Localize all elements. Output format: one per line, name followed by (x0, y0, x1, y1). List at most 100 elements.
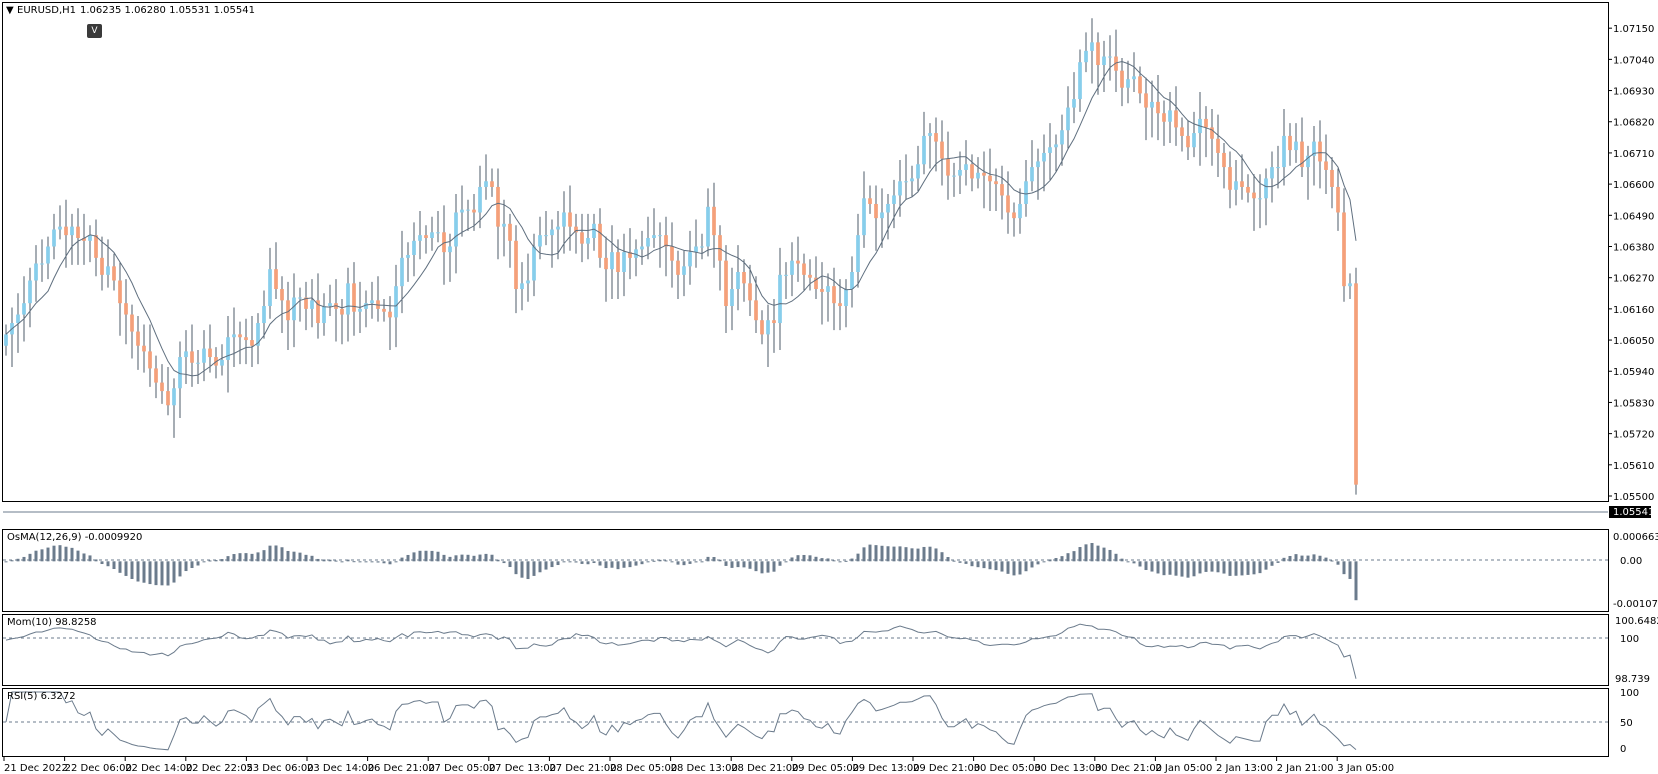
bull-candle (34, 263, 38, 281)
price-panel[interactable] (2, 2, 1609, 502)
osma-bar (1264, 561, 1268, 570)
time-axis-label: 27 Dec 21:00 (549, 763, 616, 774)
osma-bar (1282, 557, 1286, 562)
bull-candle (1264, 178, 1268, 199)
osma-bar (592, 561, 596, 564)
bear-candle (1222, 152, 1226, 168)
bull-candle (682, 266, 686, 275)
osma-bar (442, 554, 446, 562)
bear-candle (754, 300, 758, 321)
bull-candle (262, 306, 266, 324)
osma-bar (364, 561, 368, 563)
osma-bar (862, 547, 866, 562)
osma-bar (400, 557, 404, 562)
osma-bar (976, 561, 980, 568)
momentum-panel[interactable] (2, 614, 1609, 686)
bear-candle (490, 181, 494, 187)
bull-candle (1294, 141, 1298, 151)
osma-bar (682, 561, 686, 566)
osma-bar (280, 547, 284, 562)
osma-bar (10, 560, 14, 562)
bear-candle (1318, 141, 1322, 162)
osma-bar (1198, 561, 1202, 574)
osma-bar (646, 561, 650, 563)
osma-bar (808, 555, 812, 562)
bull-candle (790, 260, 794, 275)
osma-bar (994, 561, 998, 571)
osma-bar (178, 561, 182, 577)
osma-panel[interactable] (2, 529, 1609, 612)
bull-candle (976, 172, 980, 179)
osma-bar (190, 561, 194, 569)
bull-candle (610, 252, 614, 270)
osma-bar (22, 556, 26, 562)
osma-bar (1276, 561, 1280, 563)
osma-bar (94, 559, 98, 562)
bull-candle (346, 283, 350, 315)
bull-candle (622, 252, 626, 273)
bear-candle (1204, 118, 1208, 128)
collapse-arrow-icon[interactable]: ▼ (6, 5, 14, 16)
bear-candle (982, 172, 986, 176)
osma-bar (1036, 561, 1040, 565)
osma-bar (622, 561, 626, 568)
price-axis-label: 1.06270 (1613, 274, 1654, 285)
bear-candle (568, 212, 572, 227)
osma-bar (268, 545, 272, 562)
osma-axis-bottom: -0.001070 (1613, 599, 1658, 610)
time-axis-label: 2 Jan 21:00 (1277, 763, 1334, 774)
osma-bar (1120, 558, 1124, 562)
bear-candle (994, 181, 998, 185)
bear-candle (874, 203, 878, 219)
time-axis-label: 29 Dec 13:00 (852, 763, 919, 774)
osma-bar (1348, 561, 1352, 579)
bear-candle (1300, 141, 1304, 168)
bull-candle (766, 320, 770, 335)
osma-bar (526, 561, 530, 580)
bull-candle (256, 323, 260, 346)
time-axis-label: 30 Dec 13:00 (1034, 763, 1101, 774)
osma-bar (766, 561, 770, 573)
mom-axis-top: 100.6482 (1615, 616, 1658, 627)
bull-candle (952, 175, 956, 177)
bear-candle (250, 340, 254, 346)
osma-bar (202, 561, 206, 563)
osma-bar (424, 550, 428, 562)
osma-bar (868, 544, 872, 562)
time-axis-label: 26 Dec 21:00 (368, 763, 435, 774)
osma-bar (1228, 561, 1232, 576)
osma-bar (148, 561, 152, 585)
bull-candle (1018, 203, 1022, 219)
osma-bar (688, 561, 692, 564)
bear-candle (286, 300, 290, 321)
v-button[interactable]: V (87, 24, 102, 38)
bear-candle (1252, 192, 1256, 199)
osma-bar (358, 561, 362, 563)
price-axis-label: 1.05720 (1613, 430, 1654, 441)
bull-candle (1060, 130, 1064, 145)
osma-bar (1342, 561, 1346, 575)
bear-candle (94, 235, 98, 258)
osma-bar (1150, 561, 1154, 572)
bull-candle (1192, 133, 1196, 148)
bear-candle (838, 303, 842, 307)
osma-bar (508, 561, 512, 568)
osma-bar (628, 561, 632, 568)
bull-candle (328, 303, 332, 307)
bull-candle (460, 209, 464, 213)
mom-axis-bottom: 98.739 (1615, 674, 1650, 685)
bull-candle (1030, 167, 1034, 182)
osma-bar (1018, 561, 1022, 575)
bull-candle (466, 209, 470, 211)
osma-bar (1168, 561, 1172, 575)
osma-bar (886, 546, 890, 562)
bull-candle (730, 289, 734, 307)
bear-candle (382, 308, 386, 312)
osma-bar (250, 553, 254, 562)
osma-bar (598, 561, 602, 566)
bear-candle (514, 240, 518, 290)
bull-candle (592, 223, 596, 238)
bull-candle (16, 314, 20, 324)
osma-axis-zero: 0.00 (1620, 556, 1642, 567)
